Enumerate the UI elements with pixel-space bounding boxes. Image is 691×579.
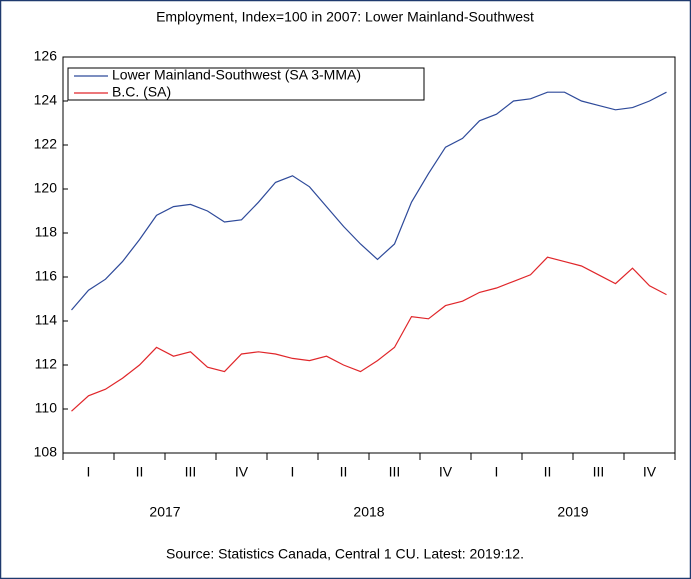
y-tick-label: 120 (34, 180, 58, 196)
y-tick-label: 110 (35, 400, 58, 416)
x-tick-label: I (495, 464, 499, 480)
y-tick-label: 126 (34, 48, 58, 64)
source-note: Source: Statistics Canada, Central 1 CU.… (166, 546, 524, 562)
y-tick-label: 114 (35, 312, 58, 328)
chart-title: Employment, Index=100 in 2007: Lower Mai… (156, 9, 534, 25)
y-tick-label: 108 (34, 444, 58, 460)
legend-label: Lower Mainland-Southwest (SA 3-MMA) (112, 67, 361, 83)
x-tick-label: II (136, 464, 144, 480)
x-tick-label: IV (235, 464, 249, 480)
y-tick-label: 124 (34, 92, 58, 108)
y-tick-label: 118 (35, 224, 58, 240)
x-tick-label: III (185, 464, 197, 480)
y-tick-label: 122 (34, 136, 58, 152)
x-tick-label: IV (643, 464, 657, 480)
x-tick-label: II (544, 464, 552, 480)
legend-label: B.C. (SA) (112, 84, 171, 100)
line-series (71, 91, 667, 311)
x-tick-label: I (87, 464, 91, 480)
x-group-label: 2019 (557, 504, 588, 520)
legend-box (67, 67, 425, 101)
x-tick-label: III (593, 464, 605, 480)
x-tick-label: III (389, 464, 401, 480)
line-series (71, 256, 667, 412)
x-group-label: 2018 (353, 504, 384, 520)
x-tick-label: II (340, 464, 348, 480)
x-group-label: 2017 (149, 504, 180, 520)
y-tick-label: 112 (35, 356, 58, 372)
x-tick-label: IV (439, 464, 453, 480)
x-tick-label: I (291, 464, 295, 480)
y-tick-label: 116 (35, 268, 58, 284)
